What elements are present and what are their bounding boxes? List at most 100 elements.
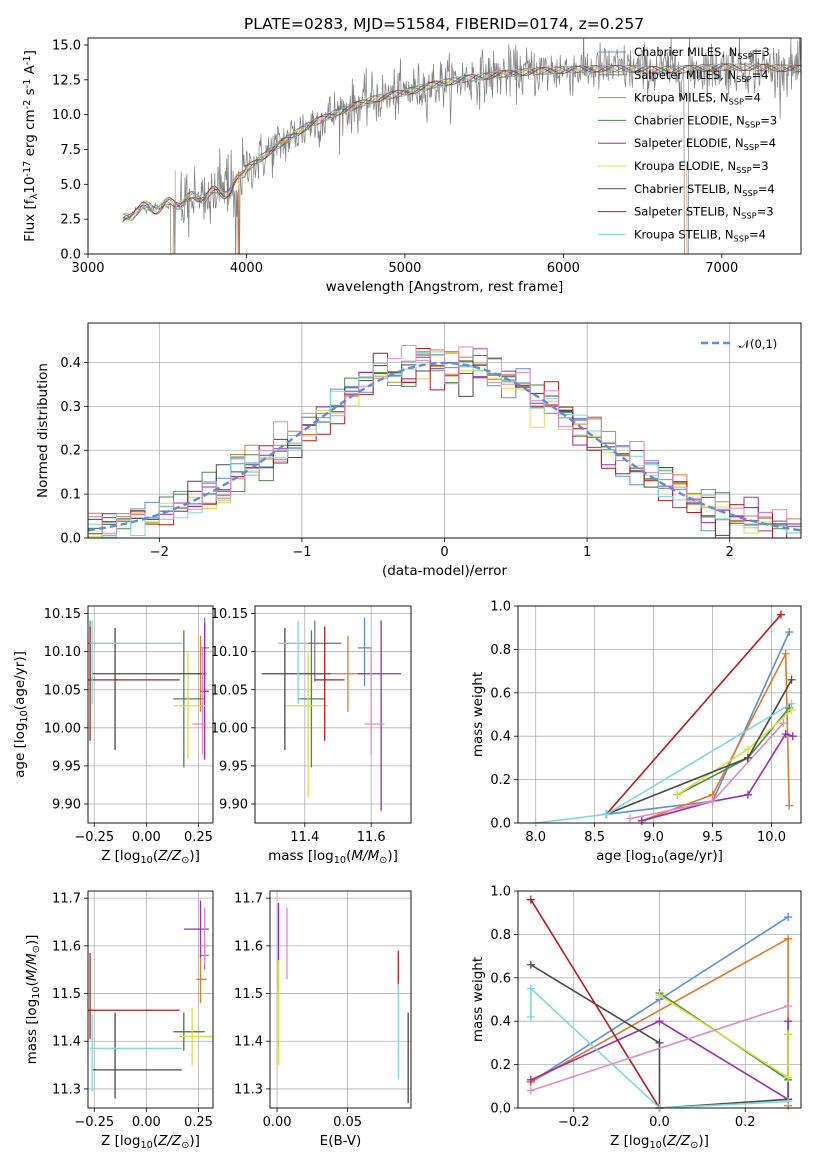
weight-marker xyxy=(743,745,752,754)
axes-frame xyxy=(87,890,214,1109)
weight-series-1 xyxy=(641,653,790,822)
x-tick-label: 1 xyxy=(583,545,591,560)
y-tick-label: 1.0 xyxy=(490,600,511,615)
axes-frame xyxy=(517,605,802,824)
weight-marker xyxy=(779,719,788,728)
x-tick-label: 0.00 xyxy=(132,1115,161,1130)
x-axis-label: Z [log10(Z/Z⊙)] xyxy=(101,848,200,866)
y-tick-label: 10.10 xyxy=(211,645,248,660)
y-tick-label: 0.1 xyxy=(60,488,81,503)
weight-marker xyxy=(787,699,796,708)
weight-marker xyxy=(743,753,752,762)
y-tick-label: 10.05 xyxy=(211,683,248,698)
ticks: −0.2 0.0 0.2 0.0 0.2 0.4 0.6 0.8 1.0 xyxy=(490,885,801,1130)
weight-series-7 xyxy=(530,986,789,1108)
y-tick-label: 5.0 xyxy=(60,178,81,193)
y-axis-label: mass weight xyxy=(470,672,486,757)
axes-frame xyxy=(517,890,802,1109)
x-tick-label: 10.0 xyxy=(757,830,786,845)
series-model-6 xyxy=(122,63,801,222)
weight-marker xyxy=(626,814,635,823)
y-axis-label: Flux [fλ10-17 erg cm-2 s-1 A-1] xyxy=(22,50,40,242)
y-tick-label: 12.5 xyxy=(52,73,81,88)
legend-entry: Salpeter MILES, NSSP=4 xyxy=(634,68,769,84)
x-tick-label: 2 xyxy=(726,545,734,560)
x-axis-label: (data-model)/error xyxy=(382,563,508,579)
y-tick-label: 9.95 xyxy=(52,759,81,774)
x-axis-label: E(B-V) xyxy=(320,1133,362,1149)
y-tick-label: 10.0 xyxy=(52,108,81,123)
plot-area xyxy=(88,345,801,538)
y-tick-label: 11.4 xyxy=(234,1035,263,1050)
legend: Chabrier MILES, NSSP=3 Salpeter MILES, NS… xyxy=(598,45,777,243)
y-tick-label: 10.15 xyxy=(211,607,248,622)
plot-area xyxy=(122,38,801,254)
y-tick-label: 0.8 xyxy=(490,928,511,943)
axes-frame xyxy=(87,37,802,255)
legend-entry: Chabrier STELIB, NSSP=4 xyxy=(634,182,775,198)
y-tick-label: 0.3 xyxy=(60,400,81,415)
weight-marker xyxy=(781,649,790,658)
weight-marker xyxy=(526,984,535,993)
weight-marker xyxy=(784,913,793,922)
y-tick-label: 7.5 xyxy=(60,143,81,158)
y-tick-label: 11.6 xyxy=(52,939,81,954)
legend-entry: Kroupa ELODIE, NSSP=3 xyxy=(634,159,769,175)
y-tick-label: 0.8 xyxy=(490,643,511,658)
weight-marker xyxy=(526,1086,535,1095)
x-tick-label: 0.0 xyxy=(649,1115,670,1130)
weight-marker xyxy=(785,628,794,637)
y-tick-label: 9.90 xyxy=(219,797,248,812)
weight-marker xyxy=(784,1030,793,1039)
x-tick-label: 6000 xyxy=(547,261,580,276)
figure-title: PLATE=0283, MJD=51584, FIBERID=0174, z=0… xyxy=(244,15,644,33)
y-tick-label: 11.5 xyxy=(234,987,263,1002)
series-model-5 xyxy=(122,63,801,221)
x-tick-label: 3000 xyxy=(71,261,104,276)
y-tick-label: 11.5 xyxy=(52,987,81,1002)
x-axis-label: wavelength [Angstrom, rest frame] xyxy=(326,279,564,295)
x-tick-label: −0.2 xyxy=(558,1115,590,1130)
x-tick-label: 0.00 xyxy=(263,1115,292,1130)
weight-series-2 xyxy=(676,707,790,796)
weight-marker xyxy=(784,1073,793,1082)
x-axis-label: age [log10(age/yr)] xyxy=(596,848,723,866)
x-tick-label: 0 xyxy=(440,545,448,560)
weight-marker xyxy=(526,960,535,969)
x-tick-label: 8.0 xyxy=(525,830,546,845)
plot-area xyxy=(261,617,402,811)
x-tick-label: −2 xyxy=(150,545,169,560)
weight-series-6 xyxy=(605,614,782,815)
legend: 𝒩(0,1) xyxy=(701,337,777,351)
x-tick-label: 0.00 xyxy=(132,830,161,845)
y-tick-label: 10.15 xyxy=(44,607,81,622)
ticks: 3000 4000 5000 6000 7000 0.0 2.5 5.0 7.5 10.0 12.5… xyxy=(52,38,738,276)
series-model-8 xyxy=(122,63,801,216)
series-model-4 xyxy=(122,63,801,221)
weight-marker xyxy=(743,790,752,799)
y-tick-label: 11.3 xyxy=(234,1082,263,1097)
y-tick-label: 11.4 xyxy=(52,1035,81,1050)
x-tick-label: 8.5 xyxy=(584,830,605,845)
weight-marker xyxy=(781,730,790,739)
panel-mass-vs-EBV: 0.00 0.05 11.3 11.4 11.5 11.6 11.7 E(B-V) xyxy=(234,890,412,1149)
x-axis-label: Z [log10(Z/Z⊙)] xyxy=(101,1133,200,1151)
legend-entry: Salpeter ELODIE, NSSP=4 xyxy=(634,136,776,152)
weight-marker xyxy=(787,675,796,684)
x-tick-label: 9.0 xyxy=(643,830,664,845)
ticks: 0.00 0.05 11.3 11.4 11.5 11.6 11.7 xyxy=(234,891,411,1130)
y-tick-label: 11.3 xyxy=(52,1082,81,1097)
ticks: 8.0 8.5 9.0 9.5 10.0 0.0 0.2 0.4 0.6 0.8 1.0 xyxy=(490,600,801,845)
y-axis-label: mass weight xyxy=(470,957,486,1042)
weight-marker xyxy=(784,934,793,943)
y-axis-label: age [log10(age/yr)] xyxy=(12,651,30,778)
hist-series-8 xyxy=(88,345,801,538)
y-axis-label: Normed distribution xyxy=(35,363,51,498)
weight-marker xyxy=(785,801,794,810)
y-tick-label: 0.2 xyxy=(490,1058,511,1073)
weight-series-0 xyxy=(606,631,790,816)
weight-series-7 xyxy=(535,702,793,823)
weight-marker xyxy=(708,797,717,806)
x-tick-label: 5000 xyxy=(388,261,421,276)
y-tick-label: 9.95 xyxy=(219,759,248,774)
